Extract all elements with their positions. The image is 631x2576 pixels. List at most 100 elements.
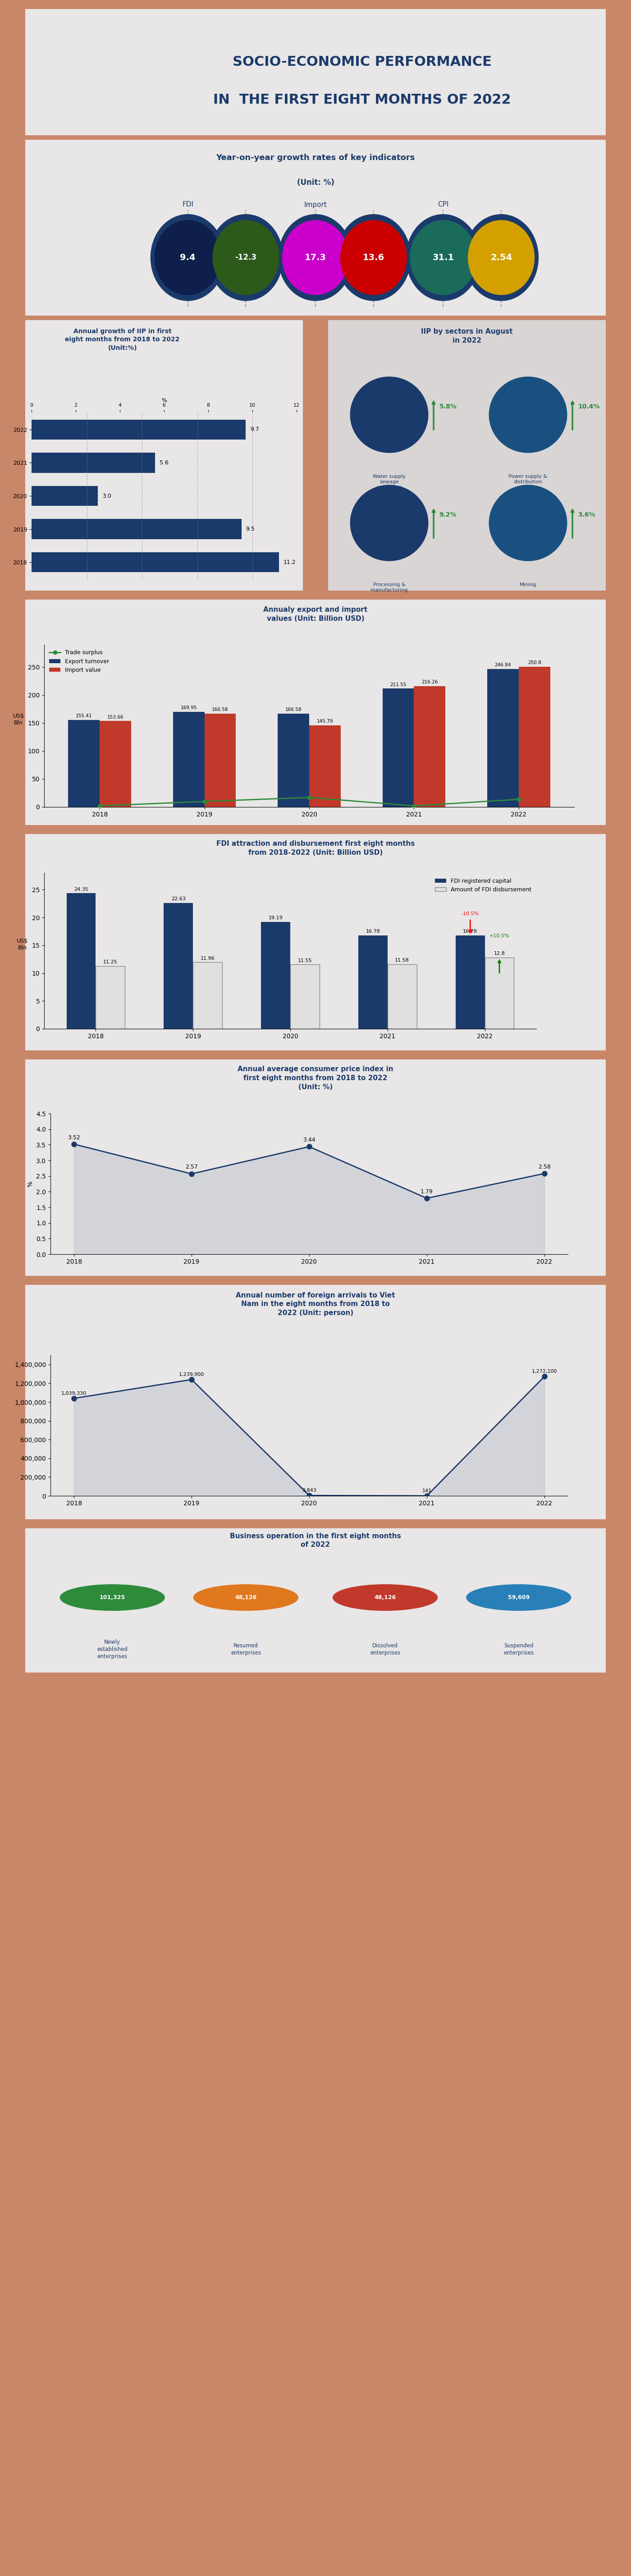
Text: 3,843: 3,843 xyxy=(302,1489,316,1492)
Text: 3.52: 3.52 xyxy=(68,1133,80,1141)
Bar xyxy=(32,487,98,505)
Bar xyxy=(164,902,193,1028)
Text: 1,272,100: 1,272,100 xyxy=(532,1370,557,1373)
Bar xyxy=(32,520,241,538)
Text: 11.2: 11.2 xyxy=(283,559,296,564)
Ellipse shape xyxy=(464,214,539,301)
Text: 11.25: 11.25 xyxy=(103,961,117,963)
Trade surplus xyxy=(96,791,103,822)
Text: -12.3: -12.3 xyxy=(235,252,257,263)
Text: FDI attraction and disbursement first eight months
from 2018-2022 (Unit: Billion: FDI attraction and disbursement first ei… xyxy=(216,840,415,855)
Bar xyxy=(414,685,445,806)
Text: 11.55: 11.55 xyxy=(298,958,312,963)
Text: FDI: FDI xyxy=(182,201,194,209)
Ellipse shape xyxy=(282,219,349,296)
Text: Power supply &
distribution: Power supply & distribution xyxy=(509,474,548,484)
Bar xyxy=(487,670,519,806)
Text: 145.79: 145.79 xyxy=(317,719,333,724)
FancyBboxPatch shape xyxy=(20,314,309,595)
FancyBboxPatch shape xyxy=(14,1056,617,1280)
Text: 166.58: 166.58 xyxy=(212,708,228,711)
Y-axis label: US$
Bln: US$ Bln xyxy=(13,714,24,726)
Text: 22.63: 22.63 xyxy=(171,896,186,902)
Text: 16.78: 16.78 xyxy=(463,930,478,933)
Ellipse shape xyxy=(208,214,283,301)
Text: 5.6: 5.6 xyxy=(160,461,168,466)
Bar xyxy=(32,551,279,572)
Text: IN  THE FIRST EIGHT MONTHS OF 2022: IN THE FIRST EIGHT MONTHS OF 2022 xyxy=(213,93,511,106)
Text: Annual number of foreign arrivals to Viet
Nam in the eight months from 2018 to
2: Annual number of foreign arrivals to Vie… xyxy=(236,1293,395,1316)
FancyBboxPatch shape xyxy=(14,595,617,829)
Text: 12.8: 12.8 xyxy=(494,951,505,956)
Text: 48,126: 48,126 xyxy=(235,1595,257,1600)
Text: 169.95: 169.95 xyxy=(180,706,197,711)
Bar xyxy=(68,721,100,806)
Text: 13.6: 13.6 xyxy=(363,252,384,263)
FancyBboxPatch shape xyxy=(14,829,617,1054)
Bar xyxy=(309,726,341,806)
Text: 16.78: 16.78 xyxy=(366,930,380,933)
Bar xyxy=(387,963,416,1028)
FancyBboxPatch shape xyxy=(8,5,623,139)
Trade surplus xyxy=(410,791,418,822)
Circle shape xyxy=(466,1584,571,1610)
Text: Year-on-year growth rates of key indicators: Year-on-year growth rates of key indicat… xyxy=(216,155,415,162)
Text: 1,239,900: 1,239,900 xyxy=(179,1373,204,1376)
Bar xyxy=(96,966,125,1028)
Circle shape xyxy=(350,484,428,562)
Circle shape xyxy=(333,1584,437,1610)
Text: CPI: CPI xyxy=(438,201,449,209)
Text: 10.4%: 10.4% xyxy=(578,404,600,410)
Bar xyxy=(261,922,290,1028)
Text: 155.41: 155.41 xyxy=(76,714,92,719)
Text: 1,039,330: 1,039,330 xyxy=(61,1391,86,1396)
Ellipse shape xyxy=(213,219,279,296)
Bar xyxy=(100,721,131,806)
Text: 3.6%: 3.6% xyxy=(578,513,596,518)
Text: Business
registration and
resumption: Business registration and resumption xyxy=(418,273,468,294)
Text: 5.8%: 5.8% xyxy=(439,404,457,410)
Text: 31.1: 31.1 xyxy=(432,252,454,263)
Text: Suspended
enterprises: Suspended enterprises xyxy=(504,1643,534,1656)
Text: 211.55: 211.55 xyxy=(390,683,406,688)
Trade surplus xyxy=(201,786,208,817)
Text: -10.5%: -10.5% xyxy=(461,912,479,917)
Y-axis label: US$
Bln: US$ Bln xyxy=(17,938,28,951)
Text: 101,325: 101,325 xyxy=(100,1595,125,1600)
Text: (Unit: %): (Unit: %) xyxy=(297,178,334,185)
Text: Business operation in the first eight months
of 2022: Business operation in the first eight mo… xyxy=(230,1533,401,1548)
Y-axis label: %: % xyxy=(27,1180,33,1188)
Text: 153.66: 153.66 xyxy=(107,714,124,719)
Text: 11.96: 11.96 xyxy=(201,956,215,961)
Ellipse shape xyxy=(410,219,476,296)
Ellipse shape xyxy=(406,214,481,301)
Text: 9.7: 9.7 xyxy=(250,428,259,433)
Text: Import: Import xyxy=(304,201,327,209)
Bar xyxy=(66,894,96,1028)
Text: 2.58: 2.58 xyxy=(538,1164,551,1170)
Text: 24.35: 24.35 xyxy=(74,886,88,891)
Bar xyxy=(193,963,222,1028)
Circle shape xyxy=(194,1584,298,1610)
Ellipse shape xyxy=(155,219,221,296)
Line: Trade surplus: Trade surplus xyxy=(98,796,521,809)
Text: 11.58: 11.58 xyxy=(395,958,410,963)
Text: 2.57: 2.57 xyxy=(186,1164,198,1170)
Text: Water supply
sewage
treatment: Water supply sewage treatment xyxy=(373,474,406,489)
Text: 2.54: 2.54 xyxy=(490,252,512,263)
Text: IIP: IIP xyxy=(184,286,191,294)
Trade surplus xyxy=(305,783,313,814)
Text: 3.44: 3.44 xyxy=(303,1136,316,1144)
Circle shape xyxy=(489,484,567,562)
Text: 59,609: 59,609 xyxy=(508,1595,529,1600)
Text: 166.58: 166.58 xyxy=(285,708,302,711)
Bar xyxy=(173,711,204,806)
Text: Annual growth of IIP in first
eight months from 2018 to 2022
(Unit:%): Annual growth of IIP in first eight mont… xyxy=(65,327,180,350)
Bar xyxy=(519,667,550,806)
Bar xyxy=(204,714,236,806)
Bar xyxy=(32,420,245,440)
Text: Annualy export and import
values (Unit: Billion USD): Annualy export and import values (Unit: … xyxy=(263,605,368,621)
Ellipse shape xyxy=(278,214,353,301)
Circle shape xyxy=(489,376,567,453)
Text: Export: Export xyxy=(305,286,326,294)
